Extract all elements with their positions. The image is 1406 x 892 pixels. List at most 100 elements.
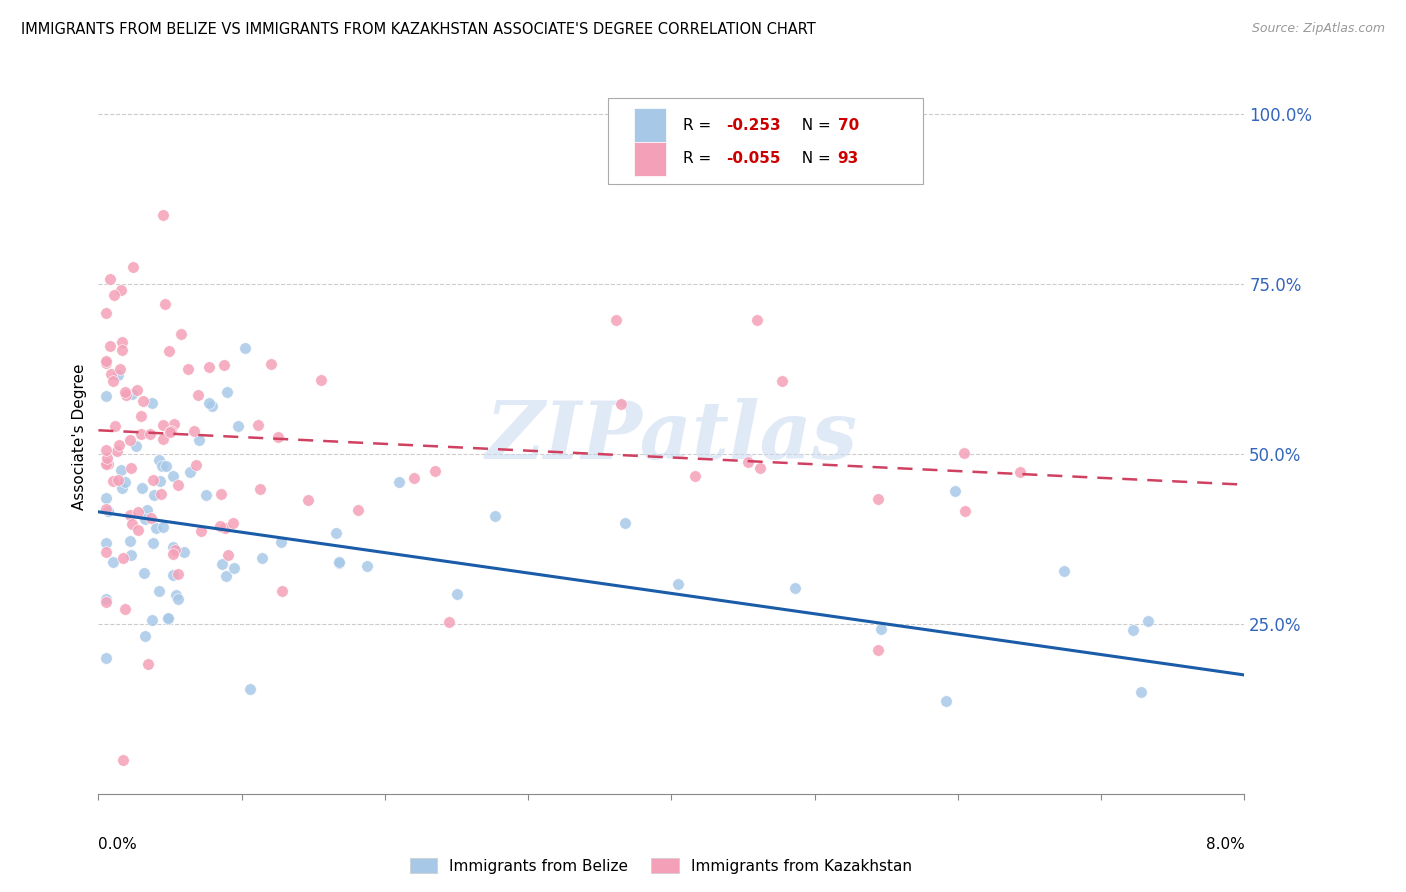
Point — [1129, 685, 1152, 699]
Point — [94, 491, 117, 505]
Text: -0.253: -0.253 — [727, 118, 780, 133]
Point — [121, 387, 143, 401]
Point — [110, 463, 132, 477]
Text: 93: 93 — [838, 152, 859, 166]
Point — [114, 475, 136, 489]
Point — [179, 465, 201, 479]
Point — [152, 520, 174, 534]
Point — [94, 651, 117, 665]
Point — [96, 450, 118, 465]
Point — [114, 602, 136, 616]
Point — [297, 492, 319, 507]
Point — [145, 521, 167, 535]
Point — [131, 426, 153, 441]
Point — [131, 481, 153, 495]
Point — [167, 567, 190, 582]
Point — [783, 581, 806, 595]
Point — [167, 591, 190, 606]
Point — [114, 388, 136, 402]
Point — [211, 558, 233, 572]
Point — [173, 545, 195, 559]
Point — [97, 504, 120, 518]
Point — [866, 643, 889, 657]
Point — [141, 396, 163, 410]
Point — [142, 536, 165, 550]
Point — [737, 455, 759, 469]
Point — [953, 445, 976, 459]
Text: R =: R = — [683, 152, 716, 166]
Point — [142, 474, 165, 488]
Point — [198, 396, 221, 410]
Point — [309, 373, 332, 387]
Point — [114, 384, 136, 399]
Point — [484, 509, 506, 524]
Point — [870, 623, 893, 637]
Point — [101, 555, 124, 569]
Point — [217, 548, 239, 562]
Point — [134, 629, 156, 643]
Point — [94, 354, 117, 368]
Point — [270, 535, 292, 549]
Point — [94, 502, 117, 516]
Point — [159, 425, 181, 440]
Point — [125, 439, 148, 453]
Point — [270, 584, 292, 599]
Point — [105, 444, 128, 458]
Point — [149, 487, 172, 501]
Point — [94, 457, 117, 471]
Point — [150, 459, 173, 474]
Point — [250, 551, 273, 566]
Point — [402, 471, 425, 485]
Point — [187, 388, 209, 402]
Point — [100, 367, 122, 381]
Point — [239, 681, 262, 696]
Point — [94, 306, 117, 320]
Point — [104, 418, 127, 433]
Point — [176, 362, 198, 376]
Point — [209, 486, 232, 500]
Point — [111, 334, 134, 349]
Point — [866, 491, 889, 506]
Point — [188, 433, 211, 447]
Legend: Immigrants from Belize, Immigrants from Kazakhstan: Immigrants from Belize, Immigrants from … — [404, 852, 918, 880]
Point — [157, 344, 180, 359]
Point — [1053, 564, 1076, 578]
Text: IMMIGRANTS FROM BELIZE VS IMMIGRANTS FROM KAZAKHSTAN ASSOCIATE'S DEGREE CORRELAT: IMMIGRANTS FROM BELIZE VS IMMIGRANTS FRO… — [21, 22, 815, 37]
Point — [388, 475, 411, 489]
Point — [222, 516, 245, 530]
Point — [149, 474, 172, 488]
Point — [152, 432, 174, 446]
Point — [108, 361, 131, 376]
Point — [135, 503, 157, 517]
Point — [162, 568, 184, 582]
Point — [208, 519, 231, 533]
Point — [129, 409, 152, 423]
Point — [356, 558, 378, 573]
FancyBboxPatch shape — [634, 142, 665, 176]
Point — [212, 358, 235, 372]
Point — [101, 475, 124, 489]
Point — [267, 430, 290, 444]
Point — [120, 461, 142, 475]
Point — [157, 612, 180, 626]
Point — [127, 504, 149, 518]
Point — [111, 753, 134, 767]
Point — [97, 457, 120, 471]
Point — [107, 438, 129, 452]
Point — [183, 424, 205, 438]
Point — [613, 516, 636, 530]
Point — [103, 288, 125, 302]
Point — [197, 360, 219, 375]
Point — [118, 533, 141, 548]
Point — [167, 478, 190, 492]
Point — [1010, 465, 1032, 479]
Point — [249, 482, 271, 496]
Point — [605, 313, 627, 327]
Point — [136, 657, 159, 672]
Point — [111, 551, 134, 566]
Point — [94, 442, 117, 457]
Text: N =: N = — [792, 118, 835, 133]
Point — [94, 388, 117, 402]
Point — [160, 424, 183, 438]
Point — [111, 481, 134, 495]
